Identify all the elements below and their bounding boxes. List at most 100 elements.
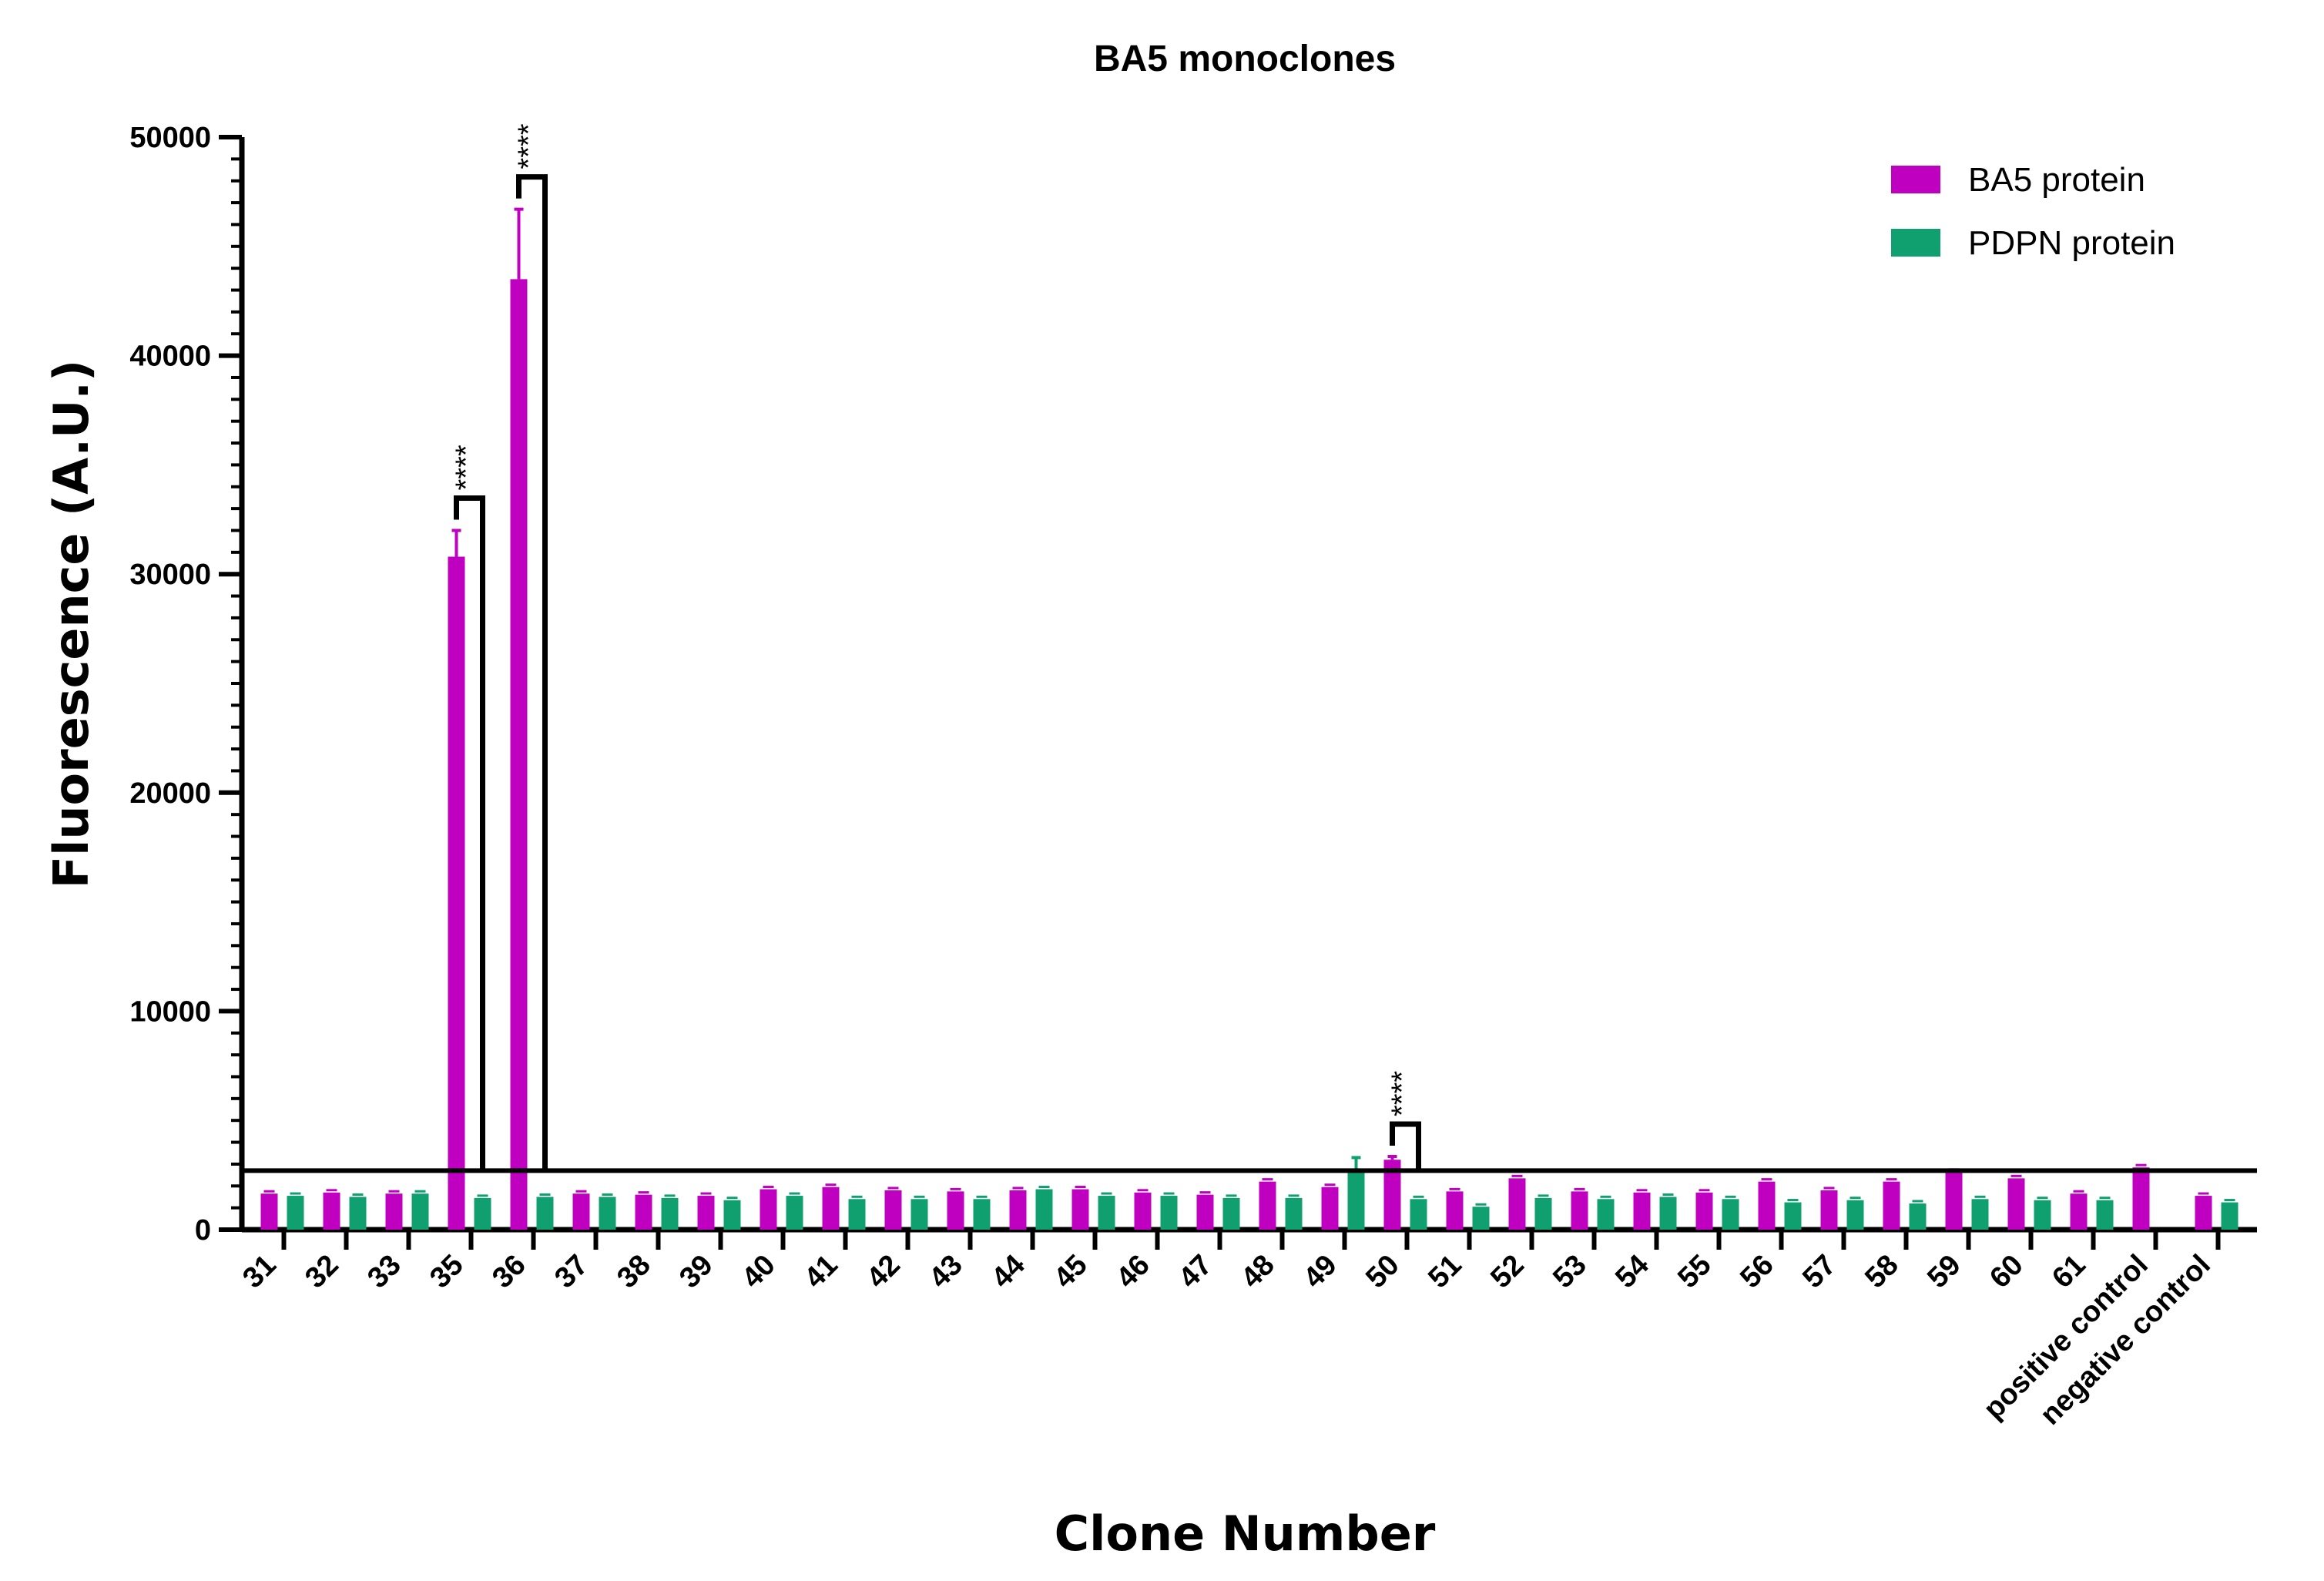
x-tick-label: 46 — [1110, 1249, 1156, 1295]
bar-ba5 — [884, 1190, 902, 1230]
bar-pdpn — [1909, 1203, 1927, 1230]
bar-pdpn — [1659, 1197, 1677, 1230]
y-tick-label: 0 — [195, 1214, 211, 1247]
legend: BA5 protein PDPN protein — [1891, 161, 2175, 262]
bar-ba5 — [1321, 1187, 1339, 1230]
bar-ba5 — [323, 1192, 340, 1230]
significance-bracket — [1390, 1121, 1421, 1171]
x-tick-label: 56 — [1734, 1249, 1780, 1295]
y-tick-label: 10000 — [129, 995, 211, 1028]
bar-ba5 — [572, 1193, 590, 1230]
x-axis-title: Clone Number — [1055, 1505, 1436, 1562]
x-tick-label: 61 — [2046, 1249, 2092, 1295]
x-tick-label: 50 — [1360, 1249, 1406, 1295]
x-tick-label: 41 — [798, 1249, 844, 1295]
y-axis-title: Fluorescence (A.U.) — [43, 360, 99, 888]
significance-label: **** — [1387, 1071, 1419, 1116]
bar-pdpn — [1971, 1199, 1989, 1230]
bar-pdpn — [1722, 1199, 1739, 1230]
bar-pdpn — [287, 1196, 304, 1230]
y-tick-label: 30000 — [129, 559, 211, 591]
x-tick-label: 49 — [1297, 1249, 1343, 1295]
bar-ba5 — [1758, 1181, 1776, 1230]
bar-ba5 — [947, 1191, 964, 1230]
bar-ba5 — [2132, 1167, 2150, 1230]
bar-ba5 — [448, 556, 465, 1230]
y-tick-label: 40000 — [129, 341, 211, 373]
bar-pdpn — [2034, 1200, 2051, 1230]
significance-label: **** — [451, 445, 483, 490]
bar-ba5 — [1446, 1191, 1464, 1230]
x-tick-label: 33 — [361, 1249, 407, 1295]
bar-ba5 — [1134, 1192, 1152, 1230]
legend-label-ba5: BA5 protein — [1968, 161, 2145, 199]
bar-ba5 — [1695, 1192, 1713, 1230]
bar-ba5 — [1945, 1171, 1963, 1230]
bar-pdpn — [536, 1197, 554, 1230]
x-tick-label: 59 — [1921, 1249, 1967, 1295]
bar-ba5 — [760, 1189, 777, 1230]
bar-ba5 — [2195, 1196, 2212, 1230]
bar-ba5 — [510, 279, 528, 1230]
bar-ba5 — [2070, 1193, 2088, 1230]
bar-pdpn — [599, 1197, 616, 1230]
significance-label: **** — [513, 123, 545, 169]
x-tick-label: 51 — [1422, 1249, 1468, 1295]
bar-pdpn — [1160, 1196, 1178, 1230]
bar-pdpn — [2096, 1200, 2114, 1230]
x-tick-label: 31 — [236, 1249, 283, 1295]
bar-ba5 — [1009, 1190, 1027, 1230]
bar-pdpn — [1597, 1199, 1615, 1230]
bar-pdpn — [723, 1200, 741, 1230]
bar-pdpn — [973, 1199, 991, 1230]
bar-ba5 — [1571, 1191, 1588, 1230]
x-tick-label: 43 — [923, 1249, 969, 1295]
bar-pdpn — [1784, 1202, 1802, 1230]
bar-ba5 — [822, 1187, 840, 1230]
x-tick-label: 37 — [548, 1249, 595, 1295]
chart-title: BA5 monoclones — [1094, 39, 1396, 79]
bar-pdpn — [349, 1197, 367, 1230]
bar-ba5 — [1259, 1181, 1276, 1230]
x-tick-label: 32 — [299, 1249, 345, 1295]
bar-ba5 — [635, 1194, 652, 1230]
plot-area: 0 10000 20000 30000 40000 50000 31 32 33 35 36 37 38… — [129, 122, 2257, 1432]
legend-swatch-ba5 — [1891, 166, 1940, 193]
y-tick-label: 50000 — [129, 122, 211, 154]
bar-pdpn — [910, 1199, 928, 1230]
significance-bracket — [454, 495, 485, 1171]
x-tick-label: 40 — [736, 1249, 782, 1295]
x-tick-label: 47 — [1172, 1249, 1219, 1295]
bar-ba5 — [385, 1193, 403, 1230]
bar-pdpn — [1846, 1200, 1864, 1230]
x-tick-label: 35 — [424, 1249, 470, 1295]
significance-bracket — [516, 174, 548, 1171]
x-tick-label: 57 — [1796, 1249, 1843, 1295]
x-tick-label: 52 — [1484, 1249, 1531, 1295]
x-tick-label: 36 — [486, 1249, 532, 1295]
bar-pdpn — [1098, 1196, 1115, 1230]
x-tick-label: 60 — [1984, 1249, 2030, 1295]
bar-pdpn — [661, 1197, 679, 1230]
legend-label-pdpn: PDPN protein — [1968, 224, 2175, 262]
x-tick-label: 44 — [985, 1249, 1031, 1295]
bar-ba5 — [1196, 1194, 1214, 1230]
bar-ba5 — [697, 1196, 715, 1230]
x-tick-label: 42 — [860, 1249, 907, 1295]
legend-swatch-pdpn — [1891, 229, 1940, 257]
bar-pdpn — [1472, 1207, 1490, 1230]
bar-pdpn — [1035, 1189, 1053, 1230]
x-tick-label: 48 — [1235, 1249, 1281, 1295]
x-tick-label: 39 — [673, 1249, 719, 1295]
x-tick-label: 53 — [1547, 1249, 1593, 1295]
bar-pdpn — [2221, 1202, 2238, 1230]
x-tick-label: 45 — [1048, 1249, 1094, 1295]
bar-pdpn — [1222, 1197, 1240, 1230]
x-tick-label: 38 — [611, 1249, 657, 1295]
x-tick-label: 58 — [1859, 1249, 1905, 1295]
x-tick-label: 55 — [1672, 1249, 1718, 1295]
bar-ba5 — [1820, 1190, 1838, 1230]
y-tick-label: 20000 — [129, 777, 211, 810]
bar-ba5 — [260, 1193, 278, 1230]
